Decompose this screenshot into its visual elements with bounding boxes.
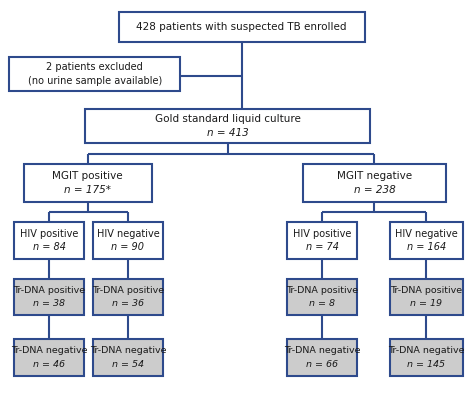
FancyBboxPatch shape xyxy=(93,222,163,259)
FancyBboxPatch shape xyxy=(303,164,446,202)
Text: Tr-DNA negative: Tr-DNA negative xyxy=(388,346,465,355)
FancyBboxPatch shape xyxy=(390,279,463,315)
Text: 428 patients with suspected TB enrolled: 428 patients with suspected TB enrolled xyxy=(137,22,347,32)
Text: HIV negative: HIV negative xyxy=(97,229,159,238)
FancyBboxPatch shape xyxy=(93,279,163,315)
Text: Tr-DNA positive: Tr-DNA positive xyxy=(286,286,358,295)
Text: n = 175*: n = 175* xyxy=(64,185,111,195)
Text: n = 19: n = 19 xyxy=(410,299,442,308)
Text: HIV positive: HIV positive xyxy=(293,229,352,238)
FancyBboxPatch shape xyxy=(287,222,357,259)
Text: n = 38: n = 38 xyxy=(33,299,65,308)
Text: Tr-DNA negative: Tr-DNA negative xyxy=(90,346,166,355)
Text: n = 66: n = 66 xyxy=(306,360,338,369)
FancyBboxPatch shape xyxy=(14,222,84,259)
FancyBboxPatch shape xyxy=(287,339,357,376)
FancyBboxPatch shape xyxy=(118,12,365,42)
Text: Gold standard liquid culture: Gold standard liquid culture xyxy=(155,114,301,124)
Text: HIV positive: HIV positive xyxy=(20,229,79,238)
Text: n = 54: n = 54 xyxy=(112,360,144,369)
Text: n = 84: n = 84 xyxy=(33,242,66,252)
Text: n = 36: n = 36 xyxy=(112,299,144,308)
FancyBboxPatch shape xyxy=(14,339,84,376)
Text: n = 46: n = 46 xyxy=(33,360,65,369)
Text: n = 8: n = 8 xyxy=(310,299,335,308)
Text: Tr-DNA positive: Tr-DNA positive xyxy=(390,286,463,295)
Text: n = 238: n = 238 xyxy=(354,185,395,195)
Text: (no urine sample available): (no urine sample available) xyxy=(27,76,162,86)
FancyBboxPatch shape xyxy=(85,109,370,143)
Text: n = 74: n = 74 xyxy=(306,242,339,252)
FancyBboxPatch shape xyxy=(14,279,84,315)
FancyBboxPatch shape xyxy=(9,57,180,91)
Text: n = 90: n = 90 xyxy=(111,242,145,252)
FancyBboxPatch shape xyxy=(24,164,152,202)
Text: Tr-DNA negative: Tr-DNA negative xyxy=(11,346,88,355)
Text: Tr-DNA positive: Tr-DNA positive xyxy=(92,286,164,295)
FancyBboxPatch shape xyxy=(390,222,463,259)
Text: n = 145: n = 145 xyxy=(407,360,446,369)
FancyBboxPatch shape xyxy=(287,279,357,315)
FancyBboxPatch shape xyxy=(93,339,163,376)
Text: n = 164: n = 164 xyxy=(407,242,446,252)
Text: Tr-DNA positive: Tr-DNA positive xyxy=(13,286,85,295)
FancyBboxPatch shape xyxy=(390,339,463,376)
Text: 2 patients excluded: 2 patients excluded xyxy=(46,62,143,72)
Text: MGIT positive: MGIT positive xyxy=(53,171,123,181)
Text: MGIT negative: MGIT negative xyxy=(337,171,412,181)
Text: Tr-DNA negative: Tr-DNA negative xyxy=(284,346,361,355)
Text: HIV negative: HIV negative xyxy=(395,229,458,238)
Text: n = 413: n = 413 xyxy=(207,128,248,138)
